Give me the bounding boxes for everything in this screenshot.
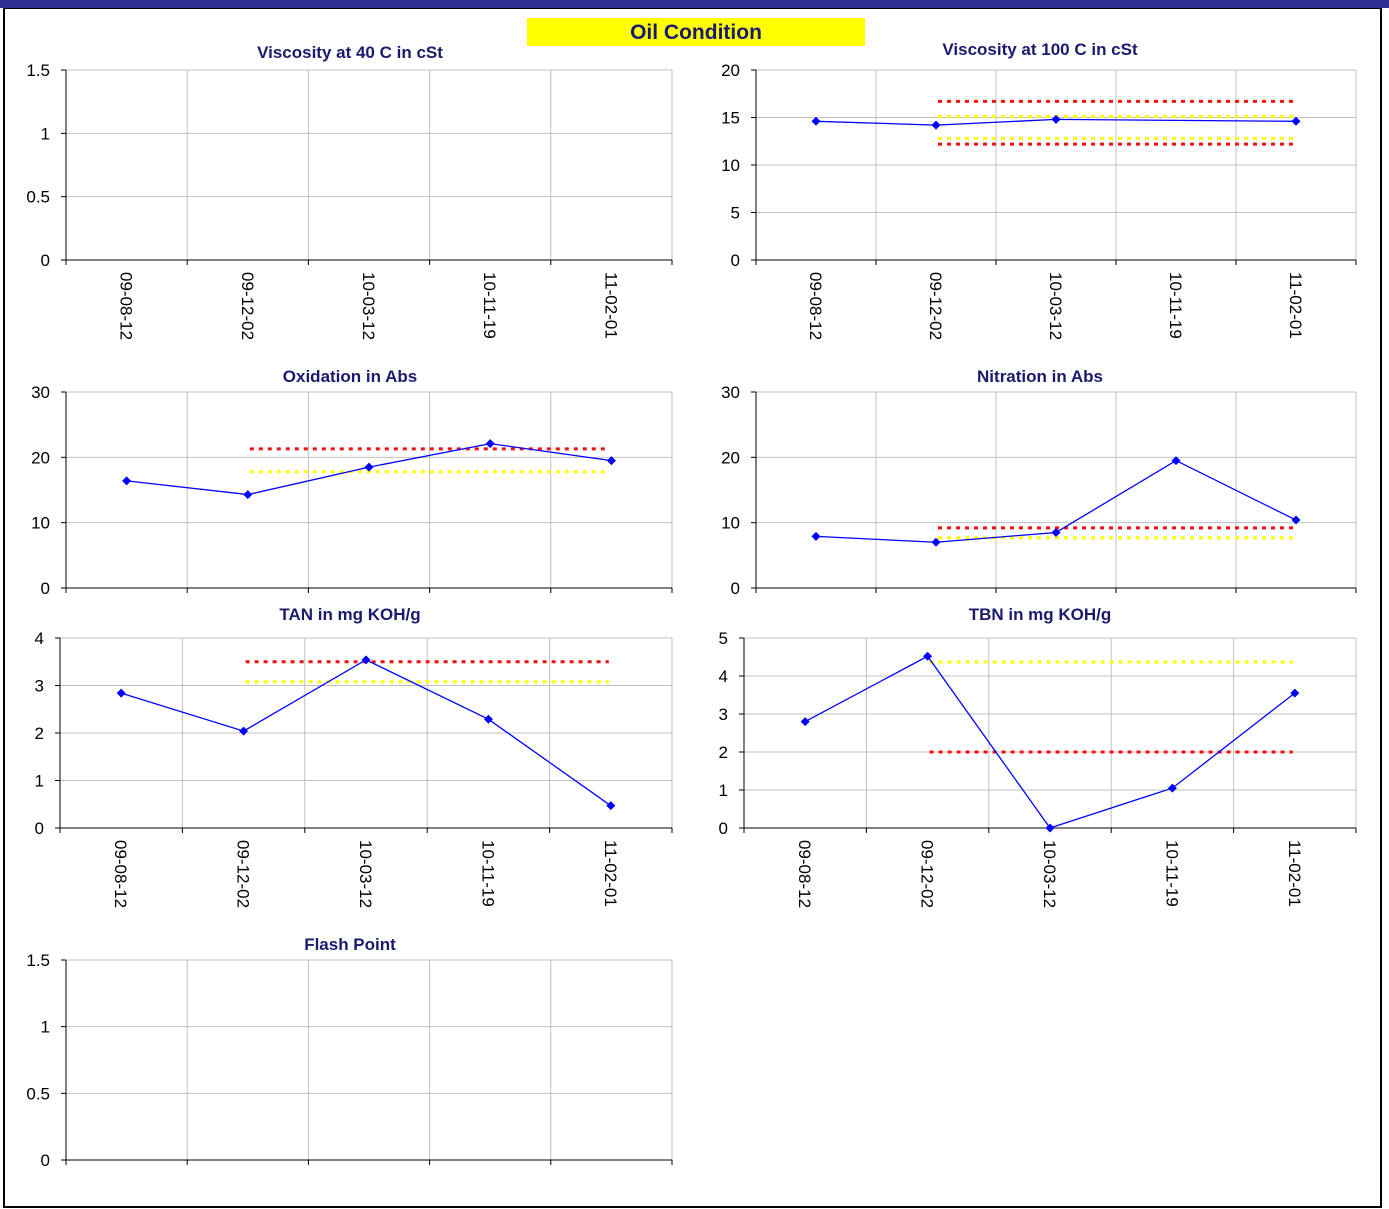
data-point <box>931 537 941 547</box>
chart-title: Nitration in Abs <box>977 367 1103 386</box>
y-tick-label: 20 <box>721 448 740 467</box>
data-point <box>1045 823 1055 833</box>
x-tick-label: 09-12-02 <box>918 840 937 908</box>
data-point <box>364 462 374 472</box>
series-line <box>815 118 1297 126</box>
chart-tan: TAN in mg KOH/g 0 1 2 3 4 09-08-12 09-12-02 10-0… <box>35 605 673 908</box>
data-point <box>923 651 933 661</box>
data-point <box>1290 688 1300 698</box>
x-tick-label: 10-11-19 <box>480 272 499 339</box>
report-frame <box>3 8 1382 1208</box>
chart-nitration: Nitration in Abs 0 10 20 30 <box>721 367 1357 598</box>
x-tick-label: 11-02-01 <box>1285 840 1304 907</box>
y-tick-label: 0 <box>719 819 728 838</box>
data-point <box>606 801 616 811</box>
y-tick-label: 1 <box>41 1018 50 1037</box>
series-line <box>804 655 1296 829</box>
x-tick-label: 09-08-12 <box>806 272 825 340</box>
data-point <box>1171 456 1181 466</box>
x-tick-label: 11-02-01 <box>601 840 620 907</box>
x-tick-label: 09-12-02 <box>234 840 253 908</box>
data-point <box>361 655 371 665</box>
y-tick-label: 15 <box>721 109 740 128</box>
y-tick-label: 0 <box>35 819 44 838</box>
chart-flash: Flash Point 0 0.5 1 1.5 <box>26 935 673 1170</box>
data-point <box>1167 783 1177 793</box>
y-tick-label: 0 <box>731 579 740 598</box>
data-point <box>800 717 810 727</box>
data-point <box>931 120 941 130</box>
data-point <box>1291 515 1301 525</box>
y-tick-label: 1.5 <box>26 951 50 970</box>
x-tick-label: 09-12-02 <box>926 272 945 340</box>
x-tick-label: 10-03-12 <box>356 840 375 908</box>
y-tick-label: 4 <box>35 629 44 648</box>
y-tick-label: 3 <box>719 705 728 724</box>
y-tick-label: 0 <box>41 579 50 598</box>
x-tick-label: 10-11-19 <box>1162 840 1181 907</box>
y-tick-label: 2 <box>719 743 728 762</box>
chart-title: Oxidation in Abs <box>283 367 417 386</box>
data-point <box>116 688 126 698</box>
chart-visc40: Viscosity at 40 C in cSt 0 0.5 1 1.5 09-08-12… <box>26 43 673 340</box>
x-tick-label: 09-08-12 <box>117 272 136 340</box>
data-point <box>606 456 616 466</box>
chart-title: TAN in mg KOH/g <box>279 605 420 624</box>
chart-title: TBN in mg KOH/g <box>969 605 1112 624</box>
y-tick-label: 0 <box>731 251 740 270</box>
y-tick-label: 1 <box>41 124 50 143</box>
chart-tbn: TBN in mg KOH/g 0 1 2 3 4 5 09-08-12 09-12-02 10-… <box>719 605 1357 908</box>
y-tick-label: 0 <box>41 1151 50 1170</box>
x-tick-label: 11-02-01 <box>1286 272 1305 339</box>
data-point <box>811 531 821 541</box>
chart-visc100: Viscosity at 100 C in cSt 0 5 10 15 20 09-08-1… <box>721 40 1357 340</box>
y-tick-label: 1 <box>35 772 44 791</box>
chart-title: Viscosity at 100 C in cSt <box>942 40 1138 59</box>
x-tick-label: 09-12-02 <box>238 272 257 340</box>
y-tick-label: 5 <box>731 204 740 223</box>
y-tick-label: 0 <box>41 251 50 270</box>
x-tick-label: 10-11-19 <box>1166 272 1185 339</box>
y-tick-label: 20 <box>721 61 740 80</box>
y-tick-label: 3 <box>35 677 44 696</box>
x-tick-label: 11-02-01 <box>601 272 620 339</box>
chart-title: Flash Point <box>304 935 396 954</box>
data-point <box>483 714 493 724</box>
y-tick-label: 0.5 <box>26 188 50 207</box>
y-tick-label: 1.5 <box>26 61 50 80</box>
y-tick-label: 30 <box>31 383 50 402</box>
y-tick-label: 20 <box>31 448 50 467</box>
y-tick-label: 1 <box>719 781 728 800</box>
report-title: Oil Condition <box>527 18 865 46</box>
y-tick-label: 10 <box>721 514 740 533</box>
y-tick-label: 10 <box>721 156 740 175</box>
y-tick-label: 4 <box>719 667 728 686</box>
data-point <box>485 439 495 449</box>
y-tick-label: 2 <box>35 724 44 743</box>
data-point <box>239 726 249 736</box>
data-point <box>1291 116 1301 126</box>
data-point <box>1051 527 1061 537</box>
header-bar <box>0 0 1389 8</box>
x-tick-label: 09-08-12 <box>795 840 814 908</box>
x-tick-label: 10-03-12 <box>1046 272 1065 340</box>
y-tick-label: 5 <box>719 629 728 648</box>
y-tick-label: 0.5 <box>26 1084 50 1103</box>
x-tick-label: 10-11-19 <box>478 840 497 907</box>
data-point <box>243 490 253 500</box>
x-tick-label: 10-03-12 <box>359 272 378 340</box>
chart-title: Viscosity at 40 C in cSt <box>257 43 443 62</box>
data-point <box>1051 114 1061 124</box>
chart-oxidation: Oxidation in Abs 0 10 20 30 <box>31 367 673 598</box>
x-tick-label: 10-03-12 <box>1040 840 1059 908</box>
data-point <box>811 116 821 126</box>
data-point <box>122 476 132 486</box>
x-tick-label: 09-08-12 <box>111 840 130 908</box>
y-tick-label: 10 <box>31 514 50 533</box>
y-tick-label: 30 <box>721 383 740 402</box>
